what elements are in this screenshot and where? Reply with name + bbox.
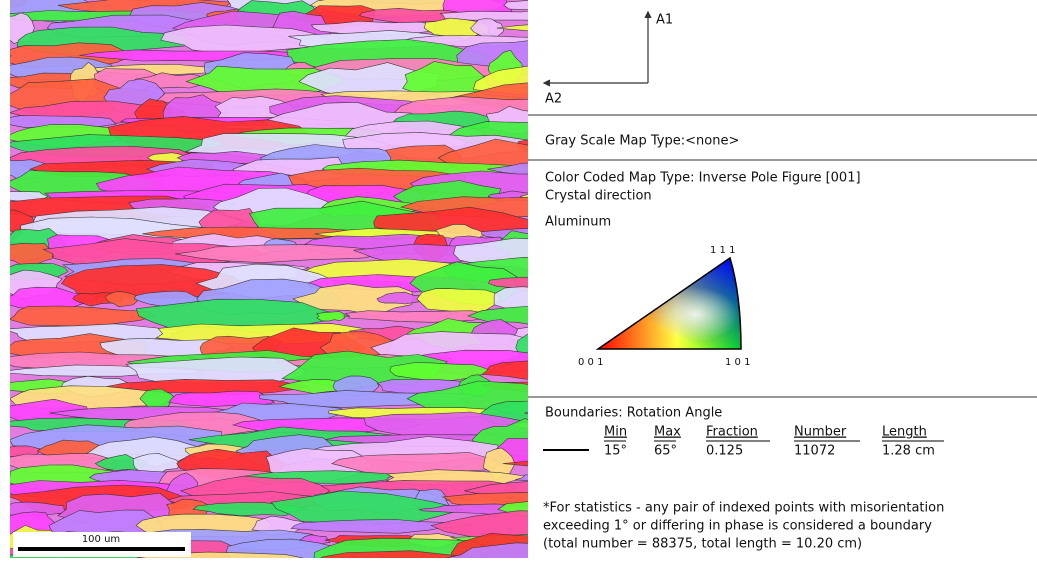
grain [532, 25, 576, 55]
note-line: *For statistics - any pair of indexed po… [543, 501, 944, 516]
crystal-direction: Crystal direction [545, 189, 652, 204]
grain [515, 470, 723, 485]
grain [317, 312, 345, 322]
grain-map [0, 0, 750, 558]
note-line: exceeding 1° or differing in phase is co… [543, 519, 932, 534]
boundaries-table: Min Max Fraction Number Length 15° 65° 0.125 110… [604, 425, 944, 459]
page: 100 um A1 A2 Gray Scale Map Type:<none> … [0, 0, 1037, 558]
boundaries-title: Boundaries: Rotation Angle [545, 406, 722, 421]
ipf-top: 1 1 1 [710, 245, 735, 256]
table-header: Number [794, 425, 847, 440]
ipf-right: 1 0 1 [725, 357, 750, 368]
ipf-triangle [598, 258, 741, 349]
grain [504, 0, 700, 13]
axes-arrows [544, 12, 651, 86]
color-coded-title: Color Coded Map Type: Inverse Pole Figur… [545, 171, 861, 186]
table-header: Max [654, 425, 681, 440]
scale-bar: 100 um [13, 532, 191, 557]
grain [523, 58, 687, 81]
table-header: Fraction [706, 425, 758, 440]
phase: Aluminum [545, 215, 611, 230]
table-cell: 65° [654, 444, 677, 459]
note-line: (total number = 88375, total length = 10… [543, 537, 862, 552]
grain [536, 109, 594, 136]
table-cell: 15° [604, 444, 627, 459]
scale-label: 100 um [82, 534, 120, 545]
table-cell: 1.28 cm [882, 444, 935, 459]
table-cell: 0.125 [706, 444, 743, 459]
table-header: Min [604, 425, 627, 440]
table-header: Length [882, 425, 927, 440]
axis-a2: A2 [545, 92, 562, 107]
table-cell: 11072 [794, 444, 835, 459]
axis-a1: A1 [656, 13, 673, 28]
gray-scale: Gray Scale Map Type:<none> [545, 134, 739, 149]
ipf-left: 0 0 1 [578, 357, 603, 368]
grain [494, 287, 575, 310]
